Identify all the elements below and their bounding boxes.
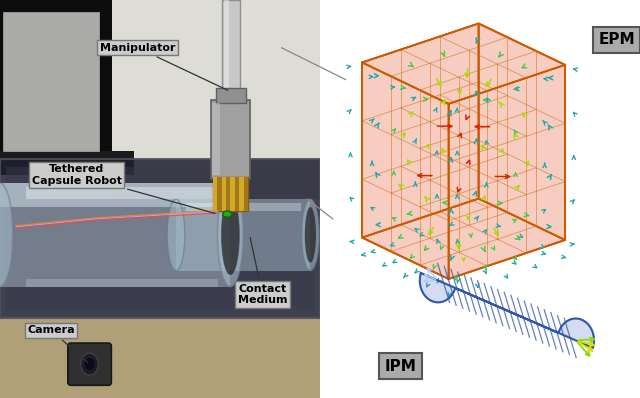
FancyBboxPatch shape	[26, 187, 218, 199]
FancyBboxPatch shape	[0, 151, 134, 175]
Ellipse shape	[167, 199, 185, 271]
FancyBboxPatch shape	[212, 177, 248, 211]
Ellipse shape	[0, 183, 13, 287]
FancyBboxPatch shape	[26, 279, 218, 287]
Polygon shape	[362, 23, 479, 238]
Polygon shape	[362, 62, 449, 279]
FancyBboxPatch shape	[0, 318, 320, 398]
Ellipse shape	[301, 199, 319, 271]
Polygon shape	[420, 273, 594, 348]
Text: Camera: Camera	[28, 325, 88, 362]
Text: Contact
Medium: Contact Medium	[237, 238, 287, 305]
FancyBboxPatch shape	[68, 343, 111, 385]
FancyBboxPatch shape	[230, 177, 235, 211]
FancyBboxPatch shape	[212, 103, 220, 175]
FancyBboxPatch shape	[112, 0, 320, 199]
FancyBboxPatch shape	[6, 167, 314, 310]
Text: IPM: IPM	[385, 359, 417, 374]
FancyBboxPatch shape	[235, 177, 239, 211]
FancyBboxPatch shape	[176, 199, 310, 271]
Ellipse shape	[223, 211, 232, 217]
FancyBboxPatch shape	[224, 0, 229, 167]
Polygon shape	[362, 23, 565, 104]
Ellipse shape	[218, 183, 243, 287]
FancyBboxPatch shape	[186, 203, 301, 211]
FancyBboxPatch shape	[3, 12, 99, 151]
Ellipse shape	[305, 207, 316, 263]
Text: EPM: EPM	[598, 32, 635, 47]
Text: Manipulator: Manipulator	[100, 43, 228, 90]
Ellipse shape	[81, 353, 99, 375]
Text: Tethered
Capsule Robot: Tethered Capsule Robot	[32, 164, 215, 213]
FancyBboxPatch shape	[244, 177, 248, 211]
FancyBboxPatch shape	[0, 159, 320, 318]
FancyBboxPatch shape	[216, 88, 246, 103]
FancyBboxPatch shape	[0, 183, 230, 207]
FancyBboxPatch shape	[211, 100, 250, 179]
FancyBboxPatch shape	[0, 183, 230, 287]
FancyBboxPatch shape	[239, 177, 244, 211]
Polygon shape	[362, 199, 565, 279]
Polygon shape	[479, 23, 565, 240]
FancyBboxPatch shape	[223, 0, 240, 167]
FancyBboxPatch shape	[217, 177, 221, 211]
FancyBboxPatch shape	[221, 177, 226, 211]
FancyBboxPatch shape	[212, 177, 217, 211]
FancyBboxPatch shape	[0, 0, 122, 159]
FancyBboxPatch shape	[226, 177, 230, 211]
Ellipse shape	[85, 358, 95, 370]
Ellipse shape	[221, 195, 239, 275]
Polygon shape	[449, 65, 565, 279]
